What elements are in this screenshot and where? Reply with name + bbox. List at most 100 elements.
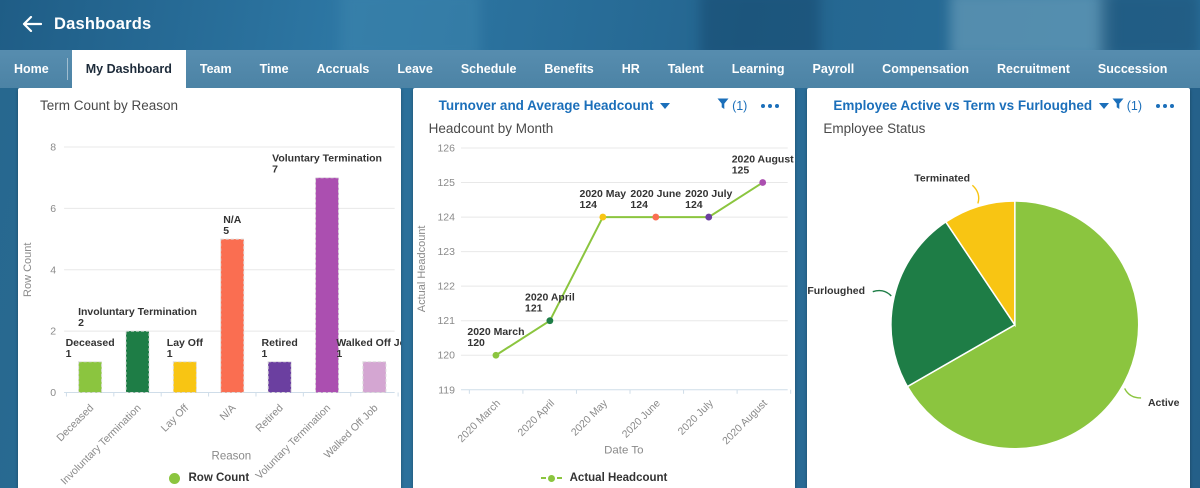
svg-text:Terminated: Terminated <box>915 174 971 185</box>
svg-text:4: 4 <box>50 264 56 276</box>
tab-learning[interactable]: Learning <box>731 62 785 76</box>
svg-text:Walked Off Job: Walked Off Job <box>336 337 400 349</box>
panel-headcount: Turnover and Average Headcount (1) Headc… <box>412 88 796 488</box>
legend-label: Row Count <box>188 472 250 484</box>
filter-funnel-icon <box>1112 98 1124 113</box>
svg-text:121: 121 <box>437 316 455 327</box>
svg-text:2020 March: 2020 March <box>467 327 524 338</box>
svg-text:124: 124 <box>579 200 597 211</box>
svg-text:Lay Off: Lay Off <box>159 402 191 434</box>
svg-text:Lay Off: Lay Off <box>167 337 204 349</box>
bar-chart-title: Term Count by Reason <box>40 98 179 113</box>
tab-bar: Home My Dashboard Team Time Accruals Leave Sch… <box>0 50 1200 88</box>
svg-text:123: 123 <box>437 247 455 258</box>
svg-text:Reason: Reason <box>212 451 252 463</box>
chevron-down-icon <box>1099 102 1110 109</box>
tab-accruals[interactable]: Accruals <box>316 62 370 76</box>
filter-count: (1) <box>732 98 748 113</box>
tab-benefits[interactable]: Benefits <box>544 62 594 76</box>
svg-text:124: 124 <box>437 213 455 224</box>
svg-text:1: 1 <box>66 348 72 360</box>
tab-recruitment[interactable]: Recruitment <box>996 62 1070 76</box>
svg-text:126: 126 <box>437 143 455 154</box>
line-chart-legend: Actual Headcount <box>413 472 796 484</box>
edit-tabs-button[interactable]: Edit Tabs <box>1189 50 1200 88</box>
svg-text:N/A: N/A <box>223 214 242 226</box>
tab-bar-tabs: Home My Dashboard Team Time Accruals Leave Sch… <box>0 50 1181 88</box>
tab-succession[interactable]: Succession <box>1097 62 1168 76</box>
tab-talent[interactable]: Talent <box>667 62 704 76</box>
svg-text:125: 125 <box>437 178 455 189</box>
svg-text:2020 March: 2020 March <box>456 398 503 445</box>
svg-text:1: 1 <box>336 348 342 360</box>
svg-text:Deceased: Deceased <box>54 402 96 444</box>
svg-text:Actual Headcount: Actual Headcount <box>416 226 428 313</box>
panel-term-count: Term Count by Reason 0 2 4 6 8 Row Count Decea… <box>18 88 401 488</box>
svg-text:121: 121 <box>525 304 543 315</box>
svg-text:119: 119 <box>438 385 455 396</box>
svg-text:2020 June: 2020 June <box>620 398 663 441</box>
svg-text:2020 June: 2020 June <box>630 189 681 200</box>
tab-home[interactable]: Home <box>14 62 49 76</box>
tab-compensation[interactable]: Compensation <box>882 62 969 76</box>
tab-team[interactable]: Team <box>199 62 232 76</box>
svg-text:124: 124 <box>630 200 648 211</box>
svg-text:Deceased: Deceased <box>66 337 115 349</box>
svg-text:Row Count: Row Count <box>22 243 34 297</box>
svg-text:1: 1 <box>262 348 268 360</box>
app-header: Dashboards <box>0 0 1200 50</box>
header-background-image <box>700 0 820 50</box>
legend-label: Actual Headcount <box>569 472 668 484</box>
tab-hr[interactable]: HR <box>621 62 640 76</box>
svg-text:125: 125 <box>731 166 749 177</box>
svg-text:2020 August: 2020 August <box>731 155 793 166</box>
svg-text:Voluntary Termination: Voluntary Termination <box>272 153 382 165</box>
svg-text:2020 July: 2020 July <box>685 189 732 200</box>
filter-button[interactable]: (1) <box>1112 98 1142 113</box>
svg-text:Furloughed: Furloughed <box>808 286 866 297</box>
tab-divider <box>66 58 68 80</box>
svg-text:122: 122 <box>437 282 455 293</box>
svg-text:Active: Active <box>1148 398 1180 409</box>
more-menu-button[interactable] <box>761 100 780 112</box>
svg-text:2020 May: 2020 May <box>579 189 626 200</box>
tab-my-dashboard[interactable]: My Dashboard <box>71 50 186 88</box>
headcount-widget-title-dropdown[interactable]: Turnover and Average Headcount <box>439 98 671 113</box>
svg-text:0: 0 <box>50 387 56 399</box>
line-chart-title: Headcount by Month <box>428 121 554 136</box>
tab-schedule[interactable]: Schedule <box>460 62 517 76</box>
svg-text:7: 7 <box>272 164 278 176</box>
headcount-widget-header: Turnover and Average Headcount (1) <box>413 88 796 115</box>
svg-text:Retired: Retired <box>253 402 286 435</box>
status-widget-header: Employee Active vs Term vs Furloughed (1… <box>807 88 1190 115</box>
svg-text:2: 2 <box>50 326 56 338</box>
panel-employee-status: Employee Active vs Term vs Furloughed (1… <box>807 88 1191 488</box>
legend-dot <box>169 472 181 484</box>
more-menu-button[interactable] <box>1156 100 1175 112</box>
line-chart-svg[interactable]: 119 120 121 122 123 124 125 126 Actual Headcount… <box>413 136 796 458</box>
svg-text:2020 July: 2020 July <box>676 398 716 438</box>
filter-funnel-icon <box>717 98 729 113</box>
pie-chart-svg[interactable]: Active Furloughed Terminated <box>807 136 1190 476</box>
svg-text:Retired: Retired <box>262 337 298 349</box>
svg-text:Date To: Date To <box>604 445 643 457</box>
tab-time[interactable]: Time <box>259 62 289 76</box>
back-arrow-icon[interactable] <box>22 14 42 34</box>
svg-text:5: 5 <box>223 225 229 237</box>
page-title: Dashboards <box>54 14 152 33</box>
tab-payroll[interactable]: Payroll <box>812 62 855 76</box>
svg-text:6: 6 <box>50 203 56 215</box>
tab-leave[interactable]: Leave <box>397 62 433 76</box>
svg-text:120: 120 <box>437 351 455 362</box>
svg-text:8: 8 <box>50 142 56 154</box>
dashboard-content: Term Count by Reason 0 2 4 6 8 Row Count Decea… <box>0 88 1200 488</box>
svg-text:124: 124 <box>685 200 703 211</box>
svg-text:2020 August: 2020 August <box>720 398 769 447</box>
pie-chart-title: Employee Status <box>823 121 926 136</box>
status-widget-title-dropdown[interactable]: Employee Active vs Term vs Furloughed <box>833 98 1110 113</box>
svg-text:2020 April: 2020 April <box>525 293 575 304</box>
headcount-widget-title: Turnover and Average Headcount <box>438 98 654 113</box>
filter-button[interactable]: (1) <box>717 98 747 113</box>
svg-text:1: 1 <box>167 348 173 360</box>
